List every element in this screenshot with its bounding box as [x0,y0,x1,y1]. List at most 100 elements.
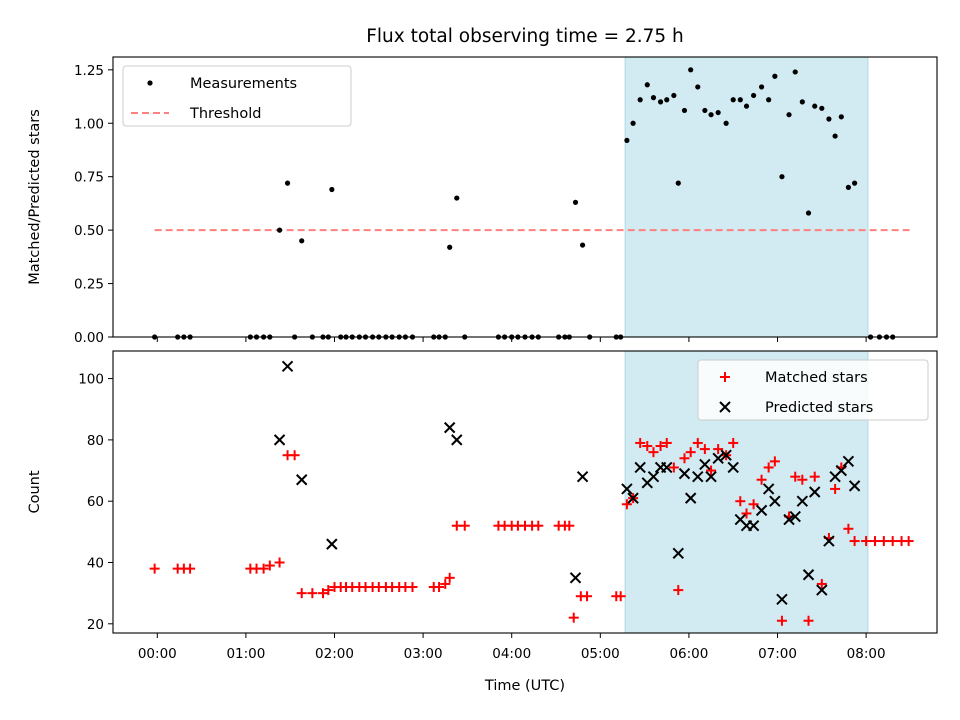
data-point [712,452,724,464]
y-tick-label: 0.00 [74,330,104,346]
data-point-stroke [762,483,775,495]
data-point [533,520,544,531]
data-point-stroke [661,461,673,474]
data-point [809,471,820,482]
x-tick-label: 05:00 [581,646,620,662]
data-point-stroke [621,483,633,495]
data-point [655,441,666,452]
data-point [624,137,630,143]
data-point [776,593,788,605]
data-point [648,447,659,458]
data-point-stroke [634,461,646,474]
data-point [812,103,818,109]
data-point [723,120,729,126]
data-point-stroke [796,495,809,507]
data-point [708,112,714,118]
x-tick-label: 06:00 [669,646,708,662]
legend: Matched stars Predicted stars [697,359,929,421]
data-point-stroke [809,486,821,498]
x-tick-label: 07:00 [758,646,797,662]
data-point [692,470,704,483]
axes-frame [112,56,938,338]
data-point [637,97,643,103]
data-point [185,563,196,574]
data-point [762,483,775,495]
observing-window-shade [624,56,869,338]
x-axis-label: Time (UTC) [484,678,565,694]
data-point [634,461,646,474]
data-point [843,523,854,534]
data-point [276,227,283,233]
data-point [258,563,269,574]
y-tick-label: 0.25 [74,277,104,293]
data-point-stroke [842,455,855,468]
data-point [730,97,736,103]
data-point [627,492,639,504]
legend-box [122,65,352,127]
x-tick-label: 00:00 [138,646,177,662]
data-point [887,536,898,547]
data-point [849,536,860,547]
data-point [758,84,765,90]
y-tick-label: 60 [87,494,104,510]
data-point [644,82,650,88]
data-point [323,585,334,596]
axes-frame [112,350,938,634]
data-point [826,116,832,122]
data-point-stroke [451,434,463,446]
data-point [790,471,801,482]
data-point [664,97,670,103]
data-point [706,465,717,476]
y-tick-label: 40 [87,556,104,572]
data-point [671,92,677,99]
chart-title: Flux total observing time = 2.75 h [366,26,684,47]
data-point [296,588,307,599]
data-point-stroke [627,492,639,504]
data-point [903,536,914,547]
data-point [668,462,679,473]
data-point [832,133,838,139]
data-point [737,97,743,103]
data-point [848,480,861,492]
data-point [440,578,451,589]
y-tick-label: 80 [87,433,104,449]
data-point-stroke [569,572,582,584]
data-point-stroke [281,360,294,373]
data-point [317,588,328,599]
data-point [816,578,827,589]
data-point-stroke [734,513,747,526]
data-point [281,360,294,373]
data-point [835,464,848,477]
data-point [720,449,732,461]
data-point [715,109,721,116]
legend-marker-stroke [719,401,731,413]
x-tick-label: 03:00 [404,646,443,662]
data-point [299,238,305,244]
data-point [661,461,673,474]
data-point [786,112,792,118]
data-point [695,84,701,90]
data-point [728,437,739,448]
data-point [675,180,681,186]
data-point [326,538,338,550]
data-point [621,499,632,510]
data-point [823,535,835,547]
x-tick-label: 01:00 [226,646,265,662]
panel-count: 20 40 60 80 100 00:00 01:00 02:00 03:00 04:00 05:0… [78,350,938,662]
data-point [307,588,318,599]
legend-label: Threshold [189,106,261,122]
data-point [569,572,582,584]
data-point [699,458,711,471]
data-point-stroke [789,510,801,523]
data-point [650,95,657,101]
data-point [615,591,626,602]
data-point [407,582,418,593]
data-point [776,615,787,626]
data-point-stroke [720,449,732,461]
y-axis-label-count: Count [27,470,43,513]
data-point [743,103,750,109]
data-point [783,513,795,526]
data-point-stroke [296,474,308,486]
data-point [755,504,768,517]
series-matched-stars [149,437,914,626]
